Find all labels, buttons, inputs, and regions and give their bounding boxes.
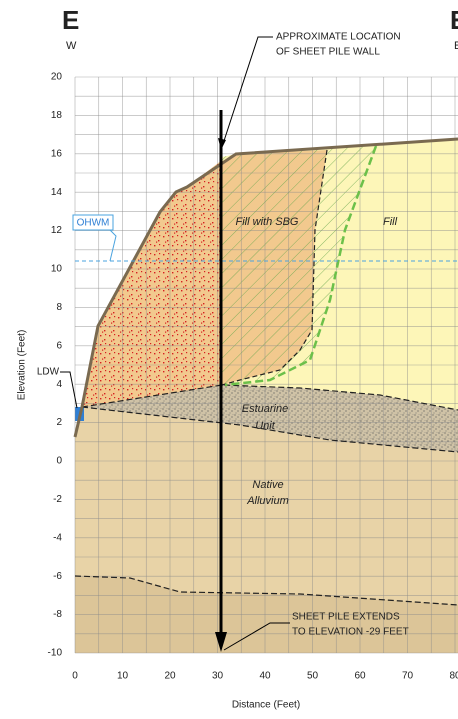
y-tick-label: 14 (51, 187, 63, 198)
y-tick-label: 6 (56, 340, 62, 351)
boundaries (60, 36, 458, 652)
alluvium-line (74, 575, 458, 606)
ldw-leader (60, 371, 78, 409)
x-tick-label: 70 (402, 671, 414, 682)
y-tick-label: -4 (53, 532, 62, 543)
wall-note: APPROXIMATE LOCATION (276, 32, 401, 43)
y-tick-label: -6 (53, 571, 62, 582)
wall-leader (220, 36, 273, 151)
grid (74, 76, 458, 654)
x-tick-label: 20 (164, 671, 176, 682)
ohwm-box (72, 214, 114, 231)
y-tick-label: -8 (53, 609, 62, 620)
left-letter: E (62, 5, 79, 35)
x-tick-label: 30 (212, 671, 224, 682)
y-tick-label: 0 (56, 456, 62, 467)
y-tick-label: 12 (51, 225, 63, 236)
pile-arrow (215, 632, 227, 652)
ldw-label: LDW (37, 367, 60, 378)
ground-surface (73, 137, 458, 438)
sbg-limit (221, 149, 328, 386)
y-tick-label: 8 (56, 302, 62, 313)
wall-arrow (218, 138, 226, 150)
y-tick-label: -2 (53, 494, 62, 505)
y-tick-label: 10 (51, 264, 63, 275)
pile-leader (223, 622, 290, 651)
x-tick-label: 50 (307, 671, 319, 682)
x-tick-label: 0 (72, 671, 78, 682)
y-tick-label: 20 (51, 72, 63, 83)
y-axis-label: Elevation (Feet) (17, 330, 28, 401)
y-tick-label: 2 (56, 417, 62, 428)
layer-label: Native (252, 479, 283, 491)
fill-limit (224, 145, 378, 387)
layer-label: Estuarine (242, 403, 288, 415)
x-tick-label: 80 (449, 671, 458, 682)
x-tick-label: 40 (259, 671, 271, 682)
ohwm-leader (109, 229, 117, 262)
wall-note: OF SHEET PILE WALL (276, 47, 380, 58)
pile-note: TO ELEVATION -29 FEET (292, 627, 409, 638)
x-tick-label: 10 (117, 671, 129, 682)
ohwm-label: OHWM (77, 218, 110, 229)
layer-label: Alluvium (246, 495, 289, 507)
pile-note: SHEET PILE EXTENDS (292, 612, 400, 623)
estuarine-top (81, 384, 458, 411)
right-sub: E (454, 40, 458, 52)
y-tick-label: -10 (48, 648, 63, 659)
estuarine-unit (82, 385, 458, 452)
x-axis-label: Distance (Feet) (232, 700, 300, 711)
right-letter: E (450, 5, 458, 35)
x-tick-label: 60 (354, 671, 366, 682)
layer-label: Fill with SBG (236, 216, 299, 228)
y-tick-label: 4 (56, 379, 62, 390)
sbg-dots (82, 160, 222, 407)
layer-label: Unit (255, 420, 276, 432)
hatch-zone (222, 146, 376, 385)
left-sub: W (66, 40, 77, 52)
y-tick-label: 16 (51, 148, 63, 159)
y-tick-label: 18 (51, 110, 63, 121)
layer-label: Fill (383, 216, 398, 228)
